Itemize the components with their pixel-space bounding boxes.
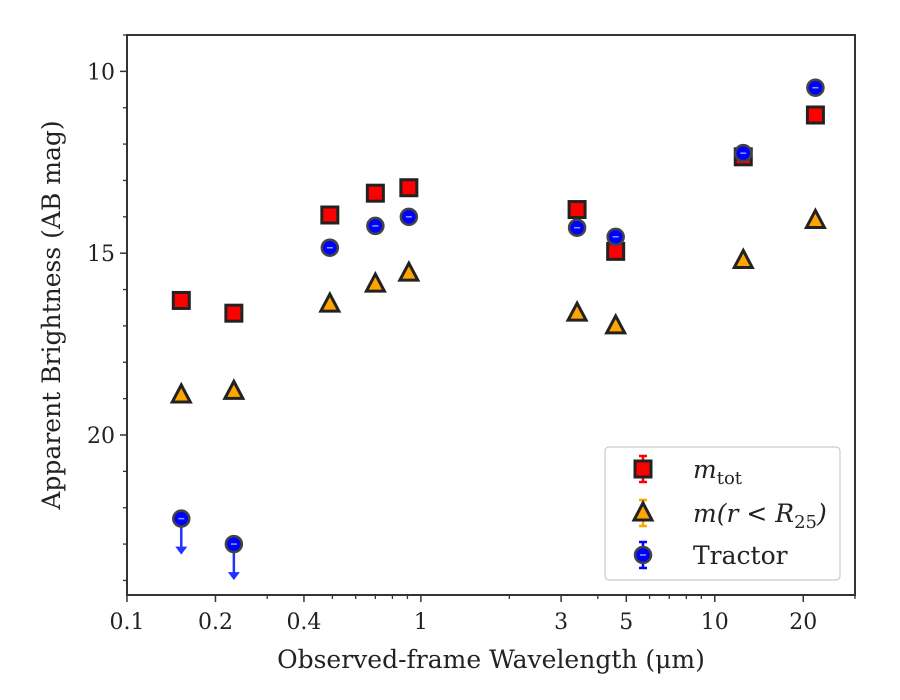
- series-triangle: [169, 207, 827, 404]
- upper-limit-arrowhead: [175, 546, 188, 555]
- x-axis-ticks: 0.1 0.2 0.4 1 3 5 10 20: [110, 595, 856, 635]
- triangle-point: [565, 299, 589, 322]
- y-axis-ticks: 10 15 20: [87, 34, 127, 582]
- x-tick-label: 20: [789, 610, 817, 635]
- x-tick-label: 0.4: [286, 610, 321, 635]
- legend-label: Tractor: [693, 541, 788, 570]
- y-axis-label: Apparent Brightness (AB mag): [37, 120, 66, 510]
- legend-triangle-marker: [631, 499, 655, 522]
- legend-label: mtot: [693, 455, 743, 489]
- legend-label: m(r < R25): [693, 499, 827, 533]
- triangle-point: [397, 259, 421, 282]
- series-circle: [172, 78, 825, 581]
- triangle-point: [363, 270, 387, 293]
- data-marks: [169, 78, 827, 581]
- triangle-point: [731, 247, 755, 269]
- legend-box: [604, 446, 841, 581]
- x-tick-label: 0.2: [198, 610, 233, 635]
- triangle-point: [222, 378, 246, 400]
- legend-entry: mtot: [633, 454, 743, 489]
- triangle-point: [604, 312, 628, 335]
- x-tick-label: 1: [414, 610, 428, 635]
- x-axis-label: Observed-frame Wavelength (μm): [277, 645, 705, 674]
- triangle-point: [318, 290, 342, 313]
- upper-limit-arrowhead: [227, 572, 240, 581]
- x-tick-label: 10: [701, 610, 729, 635]
- y-tick-label: 15: [87, 242, 115, 267]
- x-tick-label: 5: [619, 610, 633, 635]
- plot-area-frame: [126, 34, 856, 596]
- y-tick-label: 20: [87, 424, 115, 449]
- x-tick-label: 3: [554, 610, 568, 635]
- triangle-point: [803, 207, 827, 229]
- legend: mtot m(r < R25) Tractor: [604, 446, 841, 581]
- series-square: [171, 105, 825, 323]
- y-tick-label: 10: [87, 60, 115, 85]
- triangle-point: [169, 381, 193, 404]
- legend-entry: Tractor: [633, 540, 788, 570]
- legend-entry: m(r < R25): [631, 498, 827, 533]
- x-tick-label: 0.1: [110, 610, 145, 635]
